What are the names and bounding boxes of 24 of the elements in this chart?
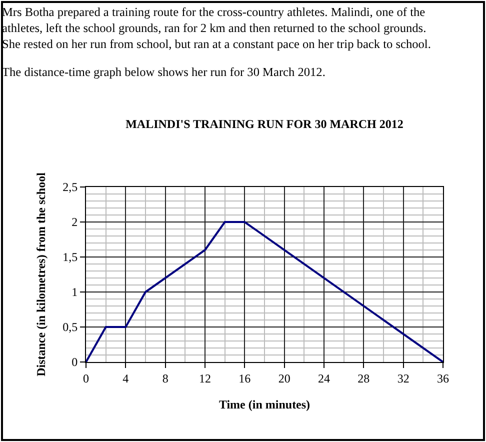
text: The distance-time graph below shows her run for 30 March 2012. — [2, 65, 326, 79]
text: She rested on her run from school, but ran at a constant pace on her trip back to school. — [2, 37, 431, 51]
y-tick-label: 2 — [72, 215, 78, 230]
x-tick-label: 4 — [122, 371, 129, 386]
x-tick-label: 16 — [238, 371, 251, 386]
x-tick-label: 36 — [437, 371, 449, 386]
y-axis-title: Distance (in kilometres) from the school — [34, 172, 48, 376]
x-tick-label: 8 — [162, 371, 168, 386]
chart-title: MALINDI'S TRAINING RUN FOR 30 MARCH 2012 — [126, 117, 404, 132]
x-tick-label: 32 — [397, 371, 410, 386]
x-tick-label: 12 — [199, 371, 211, 386]
line-series — [86, 221, 443, 362]
text: Mrs Botha prepared a training route for the cross-country athletes. Malindi, one of the — [2, 5, 426, 19]
text: athletes, left the school grounds, ran for 2 km and then returned to the school grounds. — [2, 21, 426, 35]
y-tick-label: 0 — [72, 355, 78, 370]
y-tick-label: 2,5 — [62, 180, 78, 194]
y-tick-label: 0,5 — [62, 320, 78, 334]
x-tick-label: 24 — [318, 371, 330, 386]
x-axis-title: Time (in minutes) — [218, 397, 310, 412]
x-tick-label: 28 — [358, 371, 370, 386]
x-tick-label: 0 — [83, 371, 89, 386]
y-tick-label: 1 — [72, 285, 78, 300]
y-tick-label: 1,5 — [62, 250, 78, 264]
x-tick-label: 20 — [278, 371, 290, 386]
